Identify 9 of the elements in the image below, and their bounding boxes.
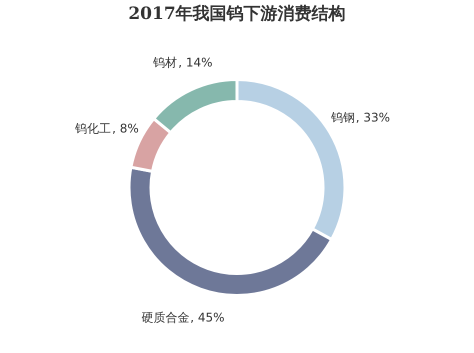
slice-label: 钨材 — [152, 56, 178, 70]
data-label: , 33% — [356, 110, 390, 124]
data-label: , 14% — [178, 56, 213, 70]
slice-label: 钨化工 — [74, 122, 112, 136]
data-label: , 45% — [190, 310, 225, 324]
data-label: , 8% — [112, 122, 139, 136]
slice-label: 硬质合金 — [141, 310, 190, 324]
slice-label: 钨钢 — [330, 110, 355, 124]
chart-title: 2017年我国钨下游消费结构 — [128, 4, 346, 24]
